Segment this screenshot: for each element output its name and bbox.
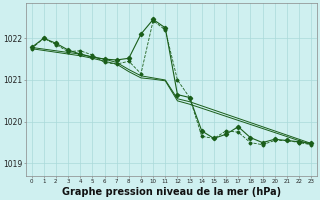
X-axis label: Graphe pression niveau de la mer (hPa): Graphe pression niveau de la mer (hPa) — [62, 187, 281, 197]
